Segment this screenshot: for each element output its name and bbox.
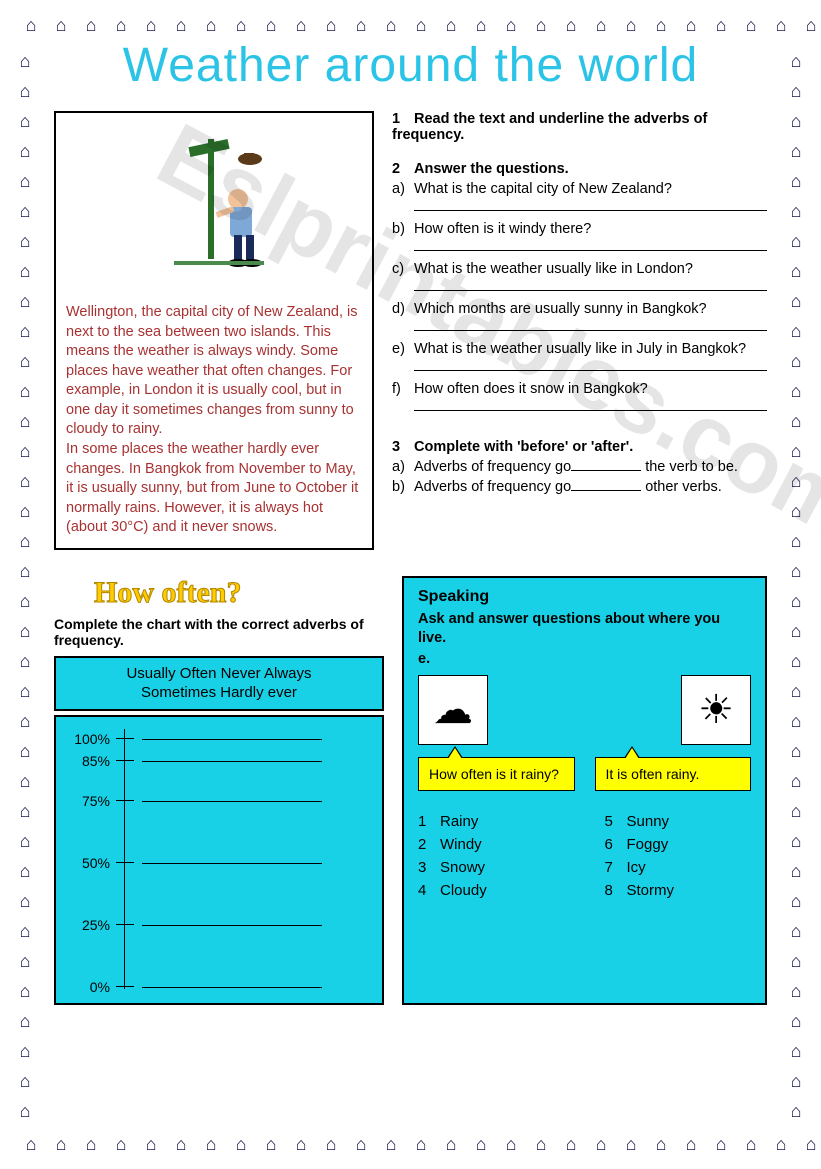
fill-blank-item: a)Adverbs of frequency go the verb to be… xyxy=(414,459,767,475)
answer-bubble: It is often rainy. xyxy=(595,757,752,791)
weather-word: 8Stormy xyxy=(605,882,752,899)
adverb-word-bank: Usually Often Never Always Sometimes Har… xyxy=(54,656,384,711)
weather-word: 5Sunny xyxy=(605,813,752,830)
answer-line[interactable] xyxy=(414,319,767,331)
speaking-instruction: Ask and answer questions about where you… xyxy=(418,610,751,649)
question-item: c)What is the weather usually like in Lo… xyxy=(414,261,767,277)
question-item: b)How often is it windy there? xyxy=(414,221,767,237)
weather-word: 4Cloudy xyxy=(418,882,565,899)
top-row: Wellington, the capital city of New Zeal… xyxy=(54,111,767,550)
chart-write-line[interactable] xyxy=(142,863,322,864)
chart-write-line[interactable] xyxy=(142,987,322,988)
frequency-chart: 100%85%75%50%25%0% xyxy=(54,715,384,1005)
page-title: Weather around the world xyxy=(28,38,793,93)
weather-word: 6Foggy xyxy=(605,836,752,853)
question-bubble: How often is it rainy? xyxy=(418,757,575,791)
question-item: e)What is the weather usually like in Ju… xyxy=(414,341,767,357)
how-often-title: How often? xyxy=(94,576,384,610)
speaking-panel: Speaking Ask and answer questions about … xyxy=(402,576,767,1005)
fill-blank-item: b)Adverbs of frequency go other verbs. xyxy=(414,479,767,495)
how-often-instruction: Complete the chart with the correct adve… xyxy=(54,616,384,648)
speaking-title: Speaking xyxy=(418,588,751,606)
bank-line-1: Usually Often Never Always xyxy=(60,664,378,684)
fill-blank[interactable] xyxy=(571,481,641,491)
story-box: Wellington, the capital city of New Zeal… xyxy=(54,111,374,550)
question-item: d)Which months are usually sunny in Bang… xyxy=(414,301,767,317)
chart-write-line[interactable] xyxy=(142,761,322,762)
weather-word: 1Rainy xyxy=(418,813,565,830)
cloud-face-icon: ☁ xyxy=(418,675,488,745)
answer-line[interactable] xyxy=(414,399,767,411)
answer-line[interactable] xyxy=(414,279,767,291)
answer-line[interactable] xyxy=(414,359,767,371)
example-label: e. xyxy=(418,651,751,667)
questions-panel: 1Read the text and underline the adverbs… xyxy=(392,111,767,550)
content-area: Wellington, the capital city of New Zeal… xyxy=(28,111,793,1005)
sun-face-icon: ☀ xyxy=(681,675,751,745)
bubble-row: ☁ How often is it rainy? ☀ It is often r… xyxy=(418,675,751,791)
weather-word: 7Icy xyxy=(605,859,752,876)
question-item: a)What is the capital city of New Zealan… xyxy=(414,181,767,197)
chart-write-line[interactable] xyxy=(142,801,322,802)
weather-word: 3Snowy xyxy=(418,859,565,876)
chart-write-line[interactable] xyxy=(142,925,322,926)
answer-line[interactable] xyxy=(414,239,767,251)
how-often-panel: How often? Complete the chart with the c… xyxy=(54,576,384,1005)
section-2-heading: 2Answer the questions. xyxy=(392,161,767,177)
bank-line-2: Sometimes Hardly ever xyxy=(60,683,378,703)
weather-word: 2Windy xyxy=(418,836,565,853)
fill-blank[interactable] xyxy=(571,461,641,471)
story-text: Wellington, the capital city of New Zeal… xyxy=(66,303,362,538)
bottom-row: How often? Complete the chart with the c… xyxy=(54,576,767,1005)
windy-man-illustration xyxy=(134,129,294,289)
chart-write-line[interactable] xyxy=(142,739,322,740)
answer-line[interactable] xyxy=(414,199,767,211)
section-3-heading: 3Complete with 'before' or 'after'. xyxy=(392,439,767,455)
question-item: f)How often does it snow in Bangkok? xyxy=(414,381,767,397)
weather-word-list: 1Rainy 2Windy 3Snowy 4Cloudy 5Sunny 6Foggy 7I… xyxy=(418,807,751,905)
section-1-heading: 1Read the text and underline the adverbs… xyxy=(392,111,767,143)
